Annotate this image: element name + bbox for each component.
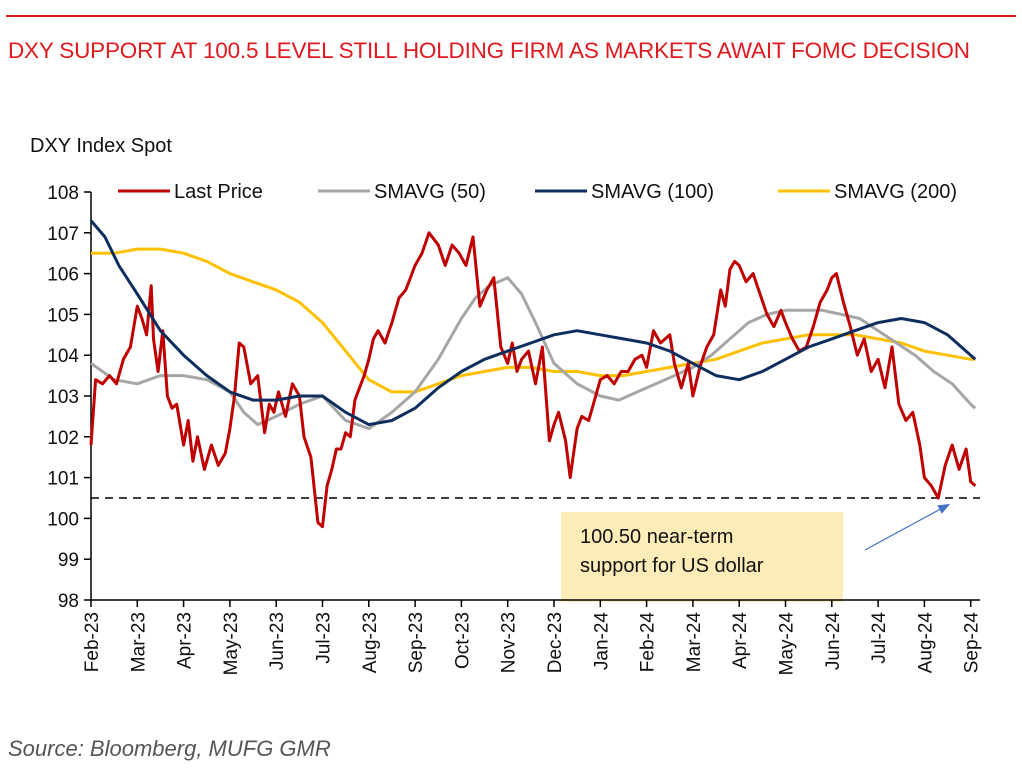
top-rule (6, 15, 1016, 17)
y-tick-label: 102 (47, 428, 79, 449)
x-tick-label: Jun-23 (267, 612, 288, 670)
y-tick-label: 106 (47, 265, 79, 286)
y-tick-label: 100 (47, 509, 79, 530)
legend-label: SMAVG (50) (374, 181, 486, 203)
x-tick-label: Jul-23 (314, 612, 335, 664)
legend-label: SMAVG (100) (591, 181, 714, 203)
annotation-box (561, 512, 843, 602)
annotation-text-layer: 100.50 near-term support for US dollar (580, 503, 951, 577)
y-tick-label: 104 (47, 346, 79, 367)
page-title: DXY SUPPORT AT 100.5 LEVEL STILL HOLDING… (8, 38, 970, 63)
x-tick-label: Nov-23 (499, 612, 520, 673)
annotation-text: 100.50 near-term (580, 526, 733, 548)
x-tick-label: Oct-23 (452, 612, 473, 669)
axes: 98 99 100 101 102 103 104 105 106 107 108 Feb-23 Mar… (47, 183, 982, 675)
source-note: Source: Bloomberg, MUFG GMR (8, 736, 331, 761)
x-tick-label: Mar-24 (684, 612, 705, 673)
series-line-smavg-100 (89, 219, 977, 427)
legend-label: Last Price (174, 181, 263, 203)
x-tick-label: Feb-23 (82, 612, 103, 672)
annotation-layer (561, 512, 843, 602)
x-tick-label: Dec-23 (545, 612, 566, 673)
annotation-arrow (864, 503, 951, 551)
y-tick-label: 103 (47, 387, 79, 408)
y-tick-label: 107 (47, 224, 79, 245)
y-tick-label: 99 (58, 550, 79, 571)
x-tick-label: Sep-23 (406, 612, 427, 673)
x-tick-label: Jul-24 (869, 612, 890, 664)
x-tick-label: Mar-23 (128, 612, 149, 672)
legend: Last Price SMAVG (50) SMAVG (100) SMAVG (20… (118, 181, 957, 203)
x-tick-label: Aug-24 (915, 612, 936, 674)
y-tick-label: 101 (47, 469, 79, 490)
series-line-last-price (89, 231, 977, 529)
x-tick-label: Feb-24 (638, 612, 659, 673)
legend-label: SMAVG (200) (834, 181, 957, 203)
x-tick-label: May-24 (777, 612, 798, 676)
x-tick-label: May-23 (221, 612, 242, 675)
annotation-text: support for US dollar (580, 555, 764, 577)
x-tick-label: Apr-23 (175, 612, 196, 669)
x-tick-label: Jun-24 (823, 612, 844, 671)
x-tick-label: Jan-24 (591, 612, 612, 671)
x-tick-label: Aug-23 (360, 612, 381, 673)
chart-title: DXY Index Spot (30, 135, 172, 157)
y-tick-label: 105 (47, 305, 79, 326)
x-tick-label: Sep-24 (962, 612, 983, 674)
series-group (89, 219, 977, 529)
x-tick-label: Apr-24 (730, 612, 751, 669)
y-tick-label: 98 (58, 591, 79, 612)
y-tick-label: 108 (47, 183, 79, 204)
